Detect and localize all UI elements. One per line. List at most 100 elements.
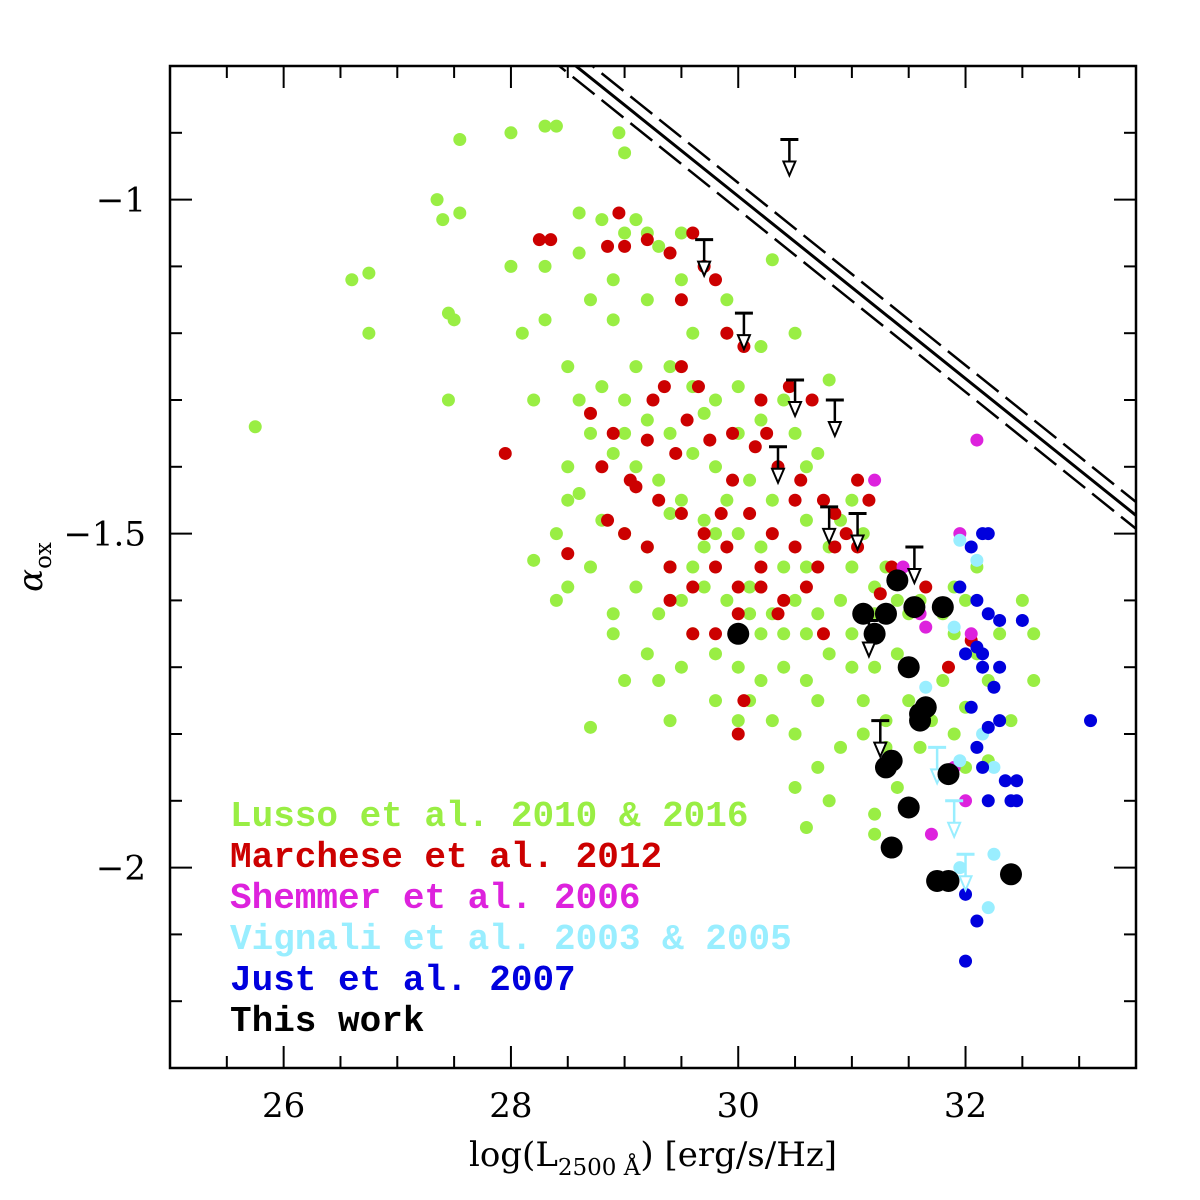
data-point	[606, 273, 620, 287]
data-point	[646, 393, 660, 407]
data-point	[788, 727, 802, 741]
data-point	[822, 373, 836, 387]
data-point	[788, 540, 802, 554]
data-point	[691, 380, 705, 394]
data-point	[811, 694, 825, 708]
data-point	[799, 674, 813, 688]
data-point	[674, 273, 688, 287]
data-point	[504, 259, 518, 273]
data-point	[731, 727, 745, 741]
data-point	[561, 547, 575, 561]
data-point	[987, 847, 1001, 861]
data-point	[754, 580, 768, 594]
data-point	[868, 827, 882, 841]
data-point	[561, 493, 575, 507]
data-point	[362, 326, 376, 340]
data-point	[919, 580, 933, 594]
data-point	[959, 887, 973, 901]
x-tick-label: 28	[489, 1086, 532, 1126]
upper-limit-arrowhead	[906, 567, 922, 586]
data-point	[595, 380, 609, 394]
data-point	[981, 720, 995, 734]
data-point	[697, 406, 711, 420]
data-point	[345, 273, 359, 287]
data-point	[686, 226, 700, 240]
fit-upper-band	[590, 66, 1136, 504]
data-point	[583, 426, 597, 440]
data-point	[873, 587, 887, 601]
data-point	[811, 560, 825, 574]
data-point	[709, 393, 723, 407]
data-point	[674, 507, 688, 521]
upper-limit-marker	[905, 545, 924, 586]
data-point	[874, 602, 897, 625]
data-point	[527, 393, 541, 407]
data-point	[856, 694, 870, 708]
data-point	[953, 533, 967, 547]
upper-limit-arrowhead	[781, 160, 797, 179]
series-just-et-al-2007	[953, 527, 1098, 968]
data-point	[959, 794, 973, 808]
data-point	[890, 780, 904, 794]
data-point	[527, 553, 541, 567]
data-point	[981, 607, 995, 621]
data-point	[504, 126, 518, 140]
data-point	[777, 560, 791, 574]
data-point	[799, 513, 813, 527]
data-point	[919, 680, 933, 694]
data-point	[799, 560, 813, 574]
data-point	[657, 380, 671, 394]
y-tick-label: −2	[96, 849, 146, 889]
legend-entry: This work	[230, 1001, 424, 1042]
data-point	[862, 493, 876, 507]
data-point	[652, 239, 666, 253]
upper-limit-arrowhead	[696, 260, 712, 279]
data-point	[788, 780, 802, 794]
data-point	[430, 193, 444, 207]
data-point	[498, 446, 512, 460]
data-point	[686, 446, 700, 460]
data-point	[720, 493, 734, 507]
axis-ticks	[170, 66, 1136, 1068]
data-point	[1084, 714, 1098, 728]
data-point	[731, 660, 745, 674]
data-point	[987, 760, 1001, 774]
data-point	[754, 560, 768, 574]
data-point	[709, 647, 723, 661]
data-point	[606, 426, 620, 440]
data-point	[720, 593, 734, 607]
data-point	[981, 901, 995, 915]
data-point	[572, 246, 586, 260]
data-point	[937, 763, 960, 786]
data-point	[561, 580, 575, 594]
fit-lines	[557, 66, 1136, 530]
data-point	[754, 540, 768, 554]
data-point	[618, 674, 632, 688]
data-point	[362, 266, 376, 280]
series-vignali-upper-limits	[928, 745, 975, 893]
data-point	[629, 360, 643, 374]
upper-limit-arrowhead	[787, 400, 803, 419]
data-point	[1027, 674, 1041, 688]
data-point	[765, 714, 779, 728]
data-point	[674, 360, 688, 374]
data-point	[453, 206, 467, 220]
data-point	[880, 836, 903, 859]
data-point	[538, 119, 552, 133]
data-point	[731, 714, 745, 728]
data-point	[686, 326, 700, 340]
data-point	[897, 656, 920, 679]
data-point	[816, 493, 830, 507]
data-point	[788, 426, 802, 440]
data-point	[953, 580, 967, 594]
data-point	[976, 660, 990, 674]
data-point	[652, 607, 666, 621]
data-point	[674, 293, 688, 307]
data-point	[640, 233, 654, 247]
data-point	[993, 714, 1007, 728]
data-point	[839, 527, 853, 541]
upper-limit-arrowhead	[872, 741, 888, 760]
data-point	[743, 580, 757, 594]
data-point	[999, 863, 1022, 886]
